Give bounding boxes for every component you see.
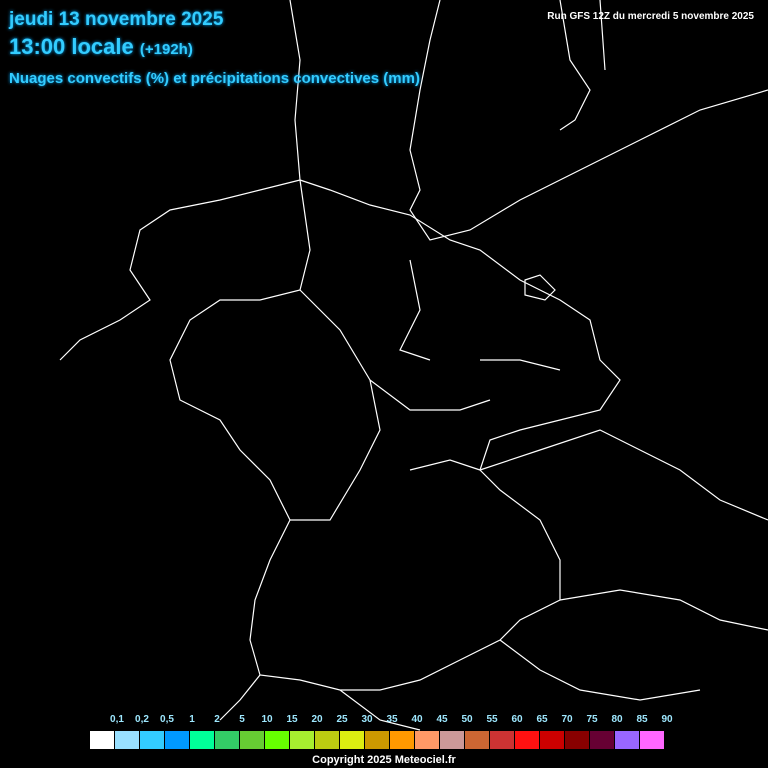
legend-swatch	[365, 731, 390, 749]
legend-swatch	[140, 731, 165, 749]
copyright: Copyright 2025 Meteociel.fr	[312, 754, 456, 766]
legend-label: 45	[436, 714, 448, 725]
lead-time: (+192h)	[139, 41, 193, 58]
legend-label: 60	[511, 714, 523, 725]
legend-swatch	[465, 731, 490, 749]
legend-label: 40	[411, 714, 423, 725]
legend-label: 50	[461, 714, 473, 725]
legend-swatch	[90, 731, 115, 749]
coastline-north	[409, 0, 768, 241]
legend-label: 70	[561, 714, 573, 725]
legend-label: 75	[586, 714, 598, 725]
legend-swatch	[340, 731, 365, 749]
local-time: 13:00 locale	[9, 34, 134, 59]
legend-label: 90	[661, 714, 673, 725]
run-info: Run GFS 12Z du mercredi 5 novembre 2025	[547, 11, 754, 22]
legend-label: 5	[239, 714, 245, 725]
state-borders	[290, 259, 561, 521]
border-czech	[479, 429, 768, 631]
legend-label: 80	[611, 714, 623, 725]
legend-swatch	[540, 731, 565, 749]
legend-label: 35	[386, 714, 398, 725]
legend-labels: 0,1 0,2 0,5 1 2 5 10 15 20 25 30 35 40 45 50 55 60 65 70 75…	[90, 714, 690, 728]
germany-border	[169, 179, 621, 691]
legend-swatch	[615, 731, 640, 749]
legend-swatch	[515, 731, 540, 749]
legend-label: 65	[536, 714, 548, 725]
legend-swatch	[590, 731, 615, 749]
forecast-date: jeudi 13 novembre 2025	[9, 9, 224, 30]
legend-swatch	[290, 731, 315, 749]
legend-swatch	[115, 731, 140, 749]
legend-swatch	[490, 731, 515, 749]
legend-swatch	[265, 731, 290, 749]
legend-swatch	[165, 731, 190, 749]
legend-label: 30	[361, 714, 373, 725]
lake-outline	[524, 274, 556, 301]
legend-label: 2	[214, 714, 220, 725]
legend-label: 55	[486, 714, 498, 725]
legend-swatch	[215, 731, 240, 749]
parameter-title: Nuages convectifs (%) et précipitations …	[9, 70, 420, 87]
legend-swatch	[315, 731, 340, 749]
legend-swatch	[190, 731, 215, 749]
legend-label: 20	[311, 714, 323, 725]
legend-label: 0,1	[110, 714, 124, 725]
color-legend	[90, 731, 665, 749]
legend-swatch	[440, 731, 465, 749]
legend-swatch	[415, 731, 440, 749]
legend-label: 25	[336, 714, 348, 725]
legend-swatch	[565, 731, 590, 749]
legend-swatch	[640, 731, 665, 749]
legend-swatch	[240, 731, 265, 749]
legend-label: 15	[286, 714, 298, 725]
legend-label: 10	[261, 714, 273, 725]
coastline-west	[59, 0, 301, 361]
forecast-time: 13:00 locale (+192h)	[9, 34, 193, 60]
legend-label: 0,2	[135, 714, 149, 725]
legend-label: 1	[189, 714, 195, 725]
legend-label: 0,5	[160, 714, 174, 725]
legend-label: 85	[636, 714, 648, 725]
legend-swatch	[390, 731, 415, 749]
border-alps	[219, 639, 701, 731]
